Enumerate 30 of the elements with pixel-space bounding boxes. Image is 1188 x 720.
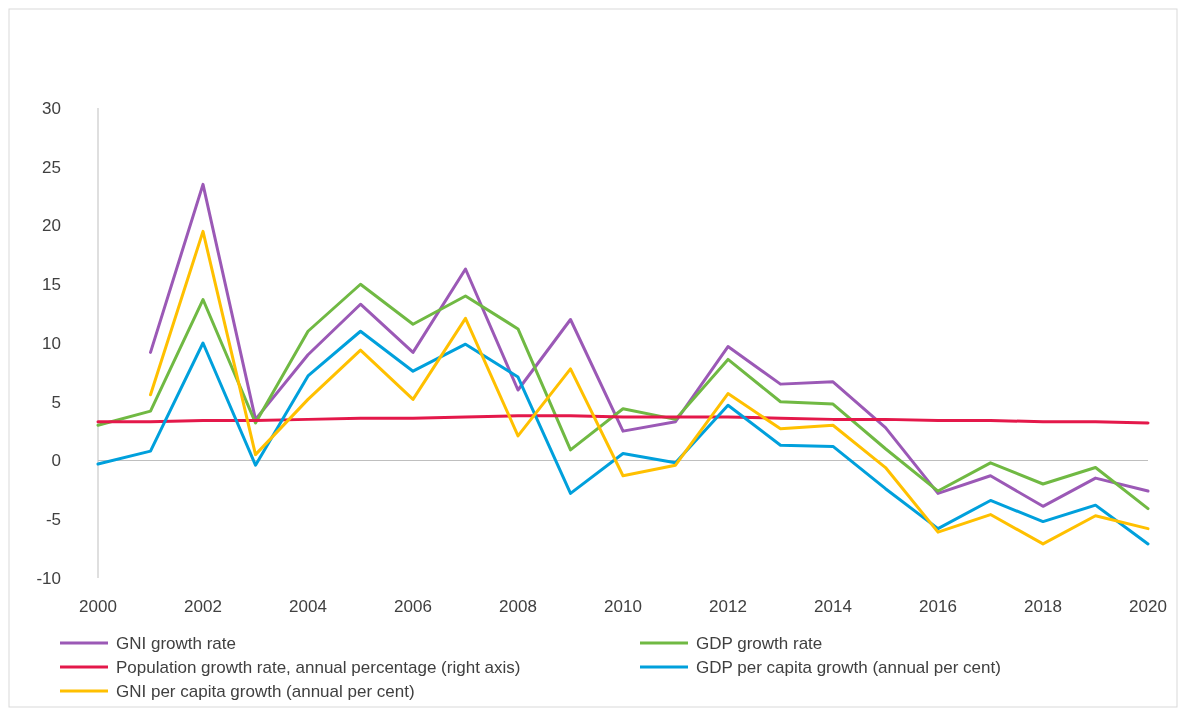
x-tick-label: 2012 [709,597,747,616]
x-tick-label: 2008 [499,597,537,616]
x-tick-label: 2002 [184,597,222,616]
legend-label: GNI growth rate [116,633,236,653]
line-series [96,414,1150,425]
line-series [96,282,1150,511]
y-tick-label: 20 [42,216,61,236]
y-tick-label: 10 [42,333,61,353]
legend-label: GDP growth rate [696,633,823,653]
y-tick-label: -5 [45,510,61,530]
y-tick-label: 0 [51,451,61,471]
y-tick-label: 30 [42,98,61,118]
x-tick-label: 2004 [289,597,327,616]
y-tick-label: 15 [42,275,61,295]
legend-label: Population growth rate, annual percentage (right axis) [116,657,521,677]
line-series [149,182,1150,508]
x-tick-label: 2018 [1024,597,1062,616]
x-tick-label: 2006 [394,597,432,616]
legend-label: GDP per capita growth (annual per cent) [696,657,1001,677]
line-series [149,229,1150,546]
y-tick-label: 5 [51,392,61,412]
x-tick-label: 2016 [919,597,957,616]
y-tick-label: 25 [42,157,61,177]
y-tick-label: -10 [36,568,61,588]
x-tick-label: 2000 [79,597,117,616]
x-tick-label: 2010 [604,597,642,616]
x-tick-label: 2014 [814,597,852,616]
x-tick-label: 2020 [1129,597,1167,616]
legend-label: GNI per capita growth (annual per cent) [116,681,415,701]
line-series [96,329,1150,546]
